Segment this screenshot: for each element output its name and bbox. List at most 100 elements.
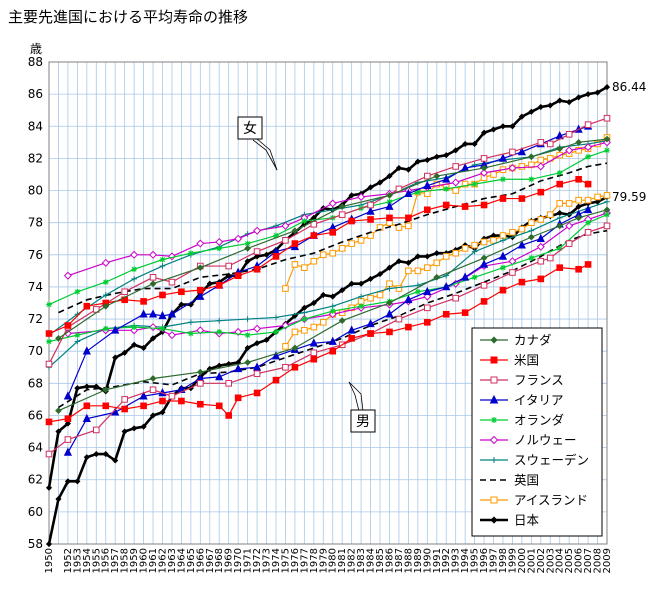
data-point — [273, 314, 279, 321]
data-point — [282, 237, 289, 244]
data-point — [46, 338, 52, 345]
data-point — [490, 496, 498, 504]
data-point — [234, 327, 243, 336]
data-point — [168, 278, 176, 286]
data-point — [197, 400, 204, 408]
data-point — [102, 386, 110, 394]
data-point — [386, 173, 393, 180]
data-point — [490, 237, 497, 244]
data-point — [291, 227, 299, 235]
data-point — [234, 272, 242, 279]
data-point — [603, 83, 611, 91]
data-point — [498, 153, 508, 162]
end-value-male: 79.59 — [612, 190, 646, 204]
data-point — [348, 280, 355, 287]
data-point — [604, 198, 610, 205]
legend-label: イタリア — [514, 393, 564, 408]
data-point — [301, 327, 308, 334]
data-point — [442, 310, 450, 318]
data-point — [452, 249, 459, 257]
data-point — [348, 192, 355, 199]
data-point — [188, 330, 194, 337]
data-point — [329, 229, 337, 236]
x-tick-label: 1982 — [347, 548, 358, 573]
data-point — [509, 269, 516, 276]
data-point — [167, 252, 176, 261]
y-tick-label: 72 — [28, 312, 43, 326]
data-point — [424, 264, 431, 271]
x-tick-label: 1995 — [470, 548, 481, 573]
data-point — [405, 166, 412, 173]
data-point — [121, 396, 128, 403]
x-tick-label: 1967 — [205, 548, 216, 573]
data-point — [159, 256, 166, 263]
data-point — [565, 221, 574, 230]
data-point — [424, 304, 431, 312]
data-point — [604, 147, 610, 154]
data-point — [480, 238, 488, 246]
data-point — [159, 409, 166, 416]
y-tick-label: 82 — [28, 151, 43, 165]
data-point — [121, 288, 128, 296]
x-tick-label: 1965 — [186, 548, 197, 573]
data-point — [395, 285, 403, 292]
data-point — [565, 146, 574, 155]
data-point — [499, 195, 507, 202]
y-tick-label: 70 — [28, 344, 43, 358]
data-point — [225, 380, 232, 387]
data-point — [93, 450, 100, 458]
data-point — [83, 302, 91, 310]
data-point — [291, 344, 299, 352]
data-point — [528, 108, 535, 115]
data-point — [82, 346, 91, 355]
data-point — [367, 201, 374, 209]
data-point — [64, 436, 72, 443]
data-point — [140, 344, 147, 352]
data-point — [358, 280, 365, 287]
data-point — [367, 275, 374, 282]
data-point — [443, 152, 450, 159]
data-point — [366, 206, 375, 215]
data-point — [140, 423, 147, 430]
data-point — [480, 155, 488, 162]
data-point — [491, 457, 497, 463]
legend-item: フランス — [480, 373, 564, 388]
data-point — [309, 338, 318, 347]
data-point — [159, 325, 166, 332]
data-point — [196, 368, 204, 376]
data-point — [234, 363, 243, 373]
legend-item: スウェーデン — [480, 453, 589, 468]
data-point — [168, 392, 176, 400]
data-point — [480, 254, 488, 262]
data-point — [499, 123, 507, 130]
x-tick-label: 1986 — [384, 548, 395, 573]
data-point — [462, 140, 469, 148]
data-point — [111, 325, 120, 334]
data-point — [508, 164, 517, 173]
data-point — [196, 326, 205, 335]
x-tick-label: 1994 — [460, 548, 471, 573]
data-point — [537, 139, 545, 146]
data-point — [546, 254, 554, 262]
data-point — [216, 317, 223, 324]
legend-item: アイスランド — [480, 493, 588, 508]
data-point — [140, 298, 147, 305]
data-point — [55, 334, 62, 342]
y-tick-label: 84 — [28, 119, 43, 133]
data-point — [329, 347, 337, 355]
data-point — [263, 336, 270, 344]
legend-item: カナダ — [480, 333, 552, 348]
data-point — [291, 328, 299, 336]
data-point — [149, 280, 157, 288]
data-point — [178, 397, 185, 405]
data-point — [584, 180, 592, 188]
data-point — [527, 153, 535, 161]
legend-label: アイスランド — [514, 493, 588, 508]
data-point — [537, 275, 545, 283]
x-tick-label: 1996 — [479, 548, 490, 573]
data-point — [556, 97, 563, 104]
x-tick-label: 1973 — [262, 548, 273, 573]
x-tick-label: 2007 — [583, 548, 594, 573]
callout-leader-female — [255, 137, 278, 171]
